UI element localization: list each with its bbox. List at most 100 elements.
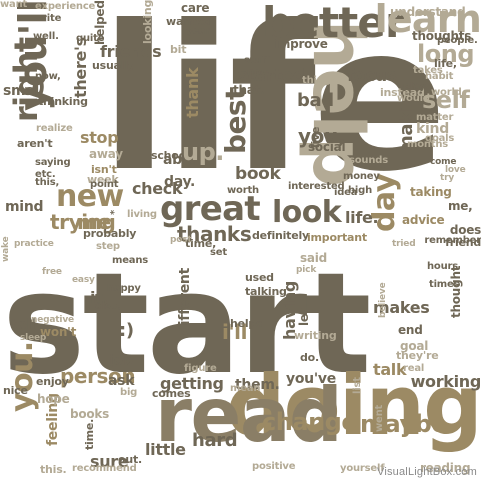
cloud-word: stuff [244, 55, 270, 66]
cloud-word: me, [448, 199, 473, 213]
cloud-word: recommend [72, 463, 137, 474]
cloud-word: time, [185, 237, 217, 250]
cloud-word: :) [119, 320, 134, 341]
cloud-word: step [96, 241, 120, 252]
cloud-word: away [89, 147, 123, 161]
cloud-word: day. [164, 174, 196, 190]
cloud-word: writing [294, 329, 337, 342]
cloud-word: makes [373, 298, 430, 317]
cloud-word: quite [76, 33, 105, 44]
cloud-word: better [262, 0, 406, 47]
cloud-word: used [245, 271, 274, 284]
cloud-word: great [160, 189, 261, 229]
cloud-word: small [3, 83, 44, 99]
cloud-word: enjoy [36, 375, 69, 388]
cloud-word: best [219, 87, 252, 154]
cloud-word: things. [302, 75, 340, 86]
cloud-word: up. [182, 138, 224, 166]
cloud-word: person [60, 364, 136, 388]
cloud-word: life. [345, 208, 379, 227]
cloud-word: getting [160, 374, 224, 393]
cloud-word: trying [50, 210, 116, 234]
cloud-word: taking [410, 185, 452, 199]
cloud-word: book [235, 164, 281, 184]
cloud-word: definitely [252, 229, 309, 242]
cloud-word: happy [107, 283, 141, 294]
cloud-word: post [170, 235, 192, 245]
cloud-word: sleep [20, 333, 47, 343]
cloud-word: improve [274, 37, 328, 51]
cloud-word: care [181, 1, 210, 15]
cloud-word: big [120, 387, 138, 398]
cloud-word: new [56, 179, 124, 214]
cloud-word: life [100, 0, 448, 216]
cloud-word: love [445, 165, 466, 175]
cloud-word: wanted [166, 15, 211, 28]
cloud-word: experience [35, 1, 96, 12]
cloud-word: year [186, 26, 211, 37]
cloud-word: bit [170, 43, 187, 56]
cloud-word: positive [252, 461, 296, 472]
cloud-word: want [0, 0, 28, 10]
watermark: VisualLightBox.com [376, 466, 477, 478]
cloud-word: mind [5, 199, 44, 215]
cloud-word: wake [1, 236, 11, 262]
cloud-word: pick [296, 265, 317, 275]
cloud-word: practice [14, 239, 54, 249]
cloud-word: yourself [340, 463, 385, 474]
cloud-word: tried [392, 239, 416, 249]
cloud-word: ask [108, 373, 135, 389]
cloud-word: different [177, 267, 193, 335]
cloud-word: idea [334, 187, 358, 198]
cloud-word: you, [298, 124, 346, 148]
cloud-word: saying [35, 157, 71, 168]
cloud-word: habit [425, 71, 454, 82]
cloud-word: set [210, 247, 227, 258]
cloud-word: figure [184, 363, 217, 374]
cloud-word: check [132, 179, 183, 198]
cloud-word: aren't [17, 137, 53, 150]
cloud-word: now, [35, 71, 61, 82]
cloud-word: do. [300, 351, 319, 364]
cloud-word: books [70, 407, 110, 421]
cloud-word: said [300, 251, 327, 265]
cloud-word: probably [83, 227, 137, 240]
cloud-word: me [77, 210, 111, 234]
cloud-word: friends [100, 42, 162, 61]
cloud-word: you. [5, 341, 40, 412]
cloud-word: worth [227, 185, 259, 196]
cloud-word: friend [445, 236, 481, 249]
cloud-word: also, [95, 301, 121, 312]
cloud-word: talking [245, 285, 287, 298]
cloud-word: real [403, 363, 425, 374]
cloud-word: nice [3, 384, 28, 397]
cloud-word: this. [40, 463, 67, 476]
cloud-word: world [431, 87, 462, 98]
cloud-word: money [343, 171, 380, 182]
cloud-word: job [109, 353, 133, 369]
cloud-word: realize [36, 123, 73, 134]
cloud-word: went [374, 404, 385, 432]
cloud-word: read [155, 371, 343, 459]
cloud-word: you've [286, 371, 336, 387]
cloud-word: goals [425, 133, 455, 144]
cloud-word: live [309, 126, 322, 148]
cloud-word: focus [347, 66, 397, 86]
cloud-word: thank [183, 67, 202, 118]
cloud-word: living [127, 209, 157, 220]
cloud-word: goal [400, 339, 429, 353]
cloud-word: means [112, 255, 149, 266]
cloud-word: look [272, 195, 342, 230]
cloud-word: takes [413, 65, 443, 76]
cloud-word: people. [437, 35, 478, 46]
cloud-word: change [262, 408, 358, 436]
cloud-word: would [397, 93, 430, 104]
cloud-word: comes [152, 387, 191, 400]
cloud-word: stop [80, 128, 119, 147]
cloud-word: instead [380, 86, 425, 99]
cloud-word: time. [83, 418, 96, 450]
cloud-word: them. [235, 377, 280, 393]
cloud-word: school [151, 149, 190, 162]
cloud-word: point [90, 179, 119, 190]
